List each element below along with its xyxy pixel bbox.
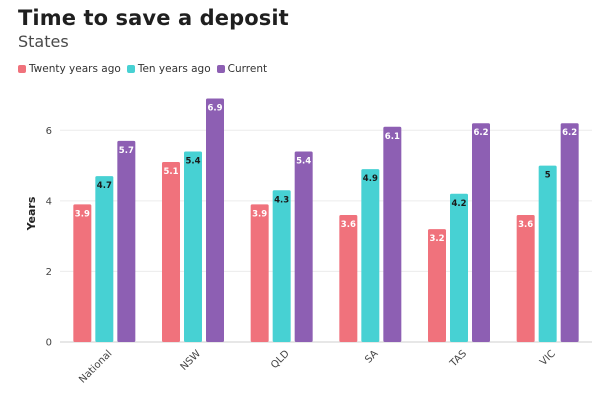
legend-swatch-ten-years-ago (126, 65, 135, 73)
bar-ten-years-ago-qld[interactable] (272, 190, 291, 342)
y-tick-label: 0 (46, 338, 52, 349)
y-tick-label: 2 (46, 267, 52, 278)
bar-twenty-years-ago-tas[interactable] (428, 229, 446, 342)
data-label: 4.3 (274, 195, 289, 205)
bar-current-national[interactable] (117, 140, 136, 342)
data-label: 3.6 (518, 220, 533, 230)
bar-current-qld[interactable] (294, 151, 313, 342)
data-label: 3.9 (252, 209, 267, 219)
legend: Twenty years ago Ten years ago Current (18, 63, 273, 75)
legend-label: Current (227, 63, 268, 75)
legend-item-twenty-years-ago[interactable]: Twenty years ago (18, 63, 121, 75)
bar-ten-years-ago-vic[interactable] (538, 165, 557, 342)
data-label: 5.4 (185, 156, 200, 166)
legend-item-current[interactable]: Current (216, 63, 268, 75)
data-label: 4.2 (451, 199, 466, 209)
data-label: 5.4 (296, 156, 311, 166)
bar-twenty-years-ago-vic[interactable] (516, 214, 535, 342)
data-label: 4.7 (97, 181, 112, 191)
bar-twenty-years-ago-qld[interactable] (250, 204, 269, 342)
bar-current-tas[interactable] (472, 123, 490, 342)
data-label: 6.9 (207, 104, 222, 114)
x-tick-label: NSW (179, 348, 204, 373)
x-tick-label: VIC (538, 348, 558, 368)
x-tick-label: TAS (448, 348, 470, 370)
y-axis-label: Years (25, 196, 38, 231)
legend-swatch-current (216, 65, 225, 73)
x-tick-label: QLD (269, 348, 292, 371)
data-label: 4.9 (363, 174, 378, 184)
data-label: 3.6 (341, 220, 356, 230)
legend-swatch-twenty-years-ago (18, 65, 26, 73)
x-tick-label: SA (363, 348, 380, 365)
data-label: 5.7 (119, 146, 134, 156)
data-label: 6.1 (385, 132, 400, 142)
bar-ten-years-ago-sa[interactable] (361, 169, 380, 342)
chart-title: Time to save a deposit (18, 6, 289, 30)
data-label: 6.2 (562, 128, 577, 138)
data-label: 3.2 (429, 234, 444, 244)
data-label: 5 (545, 171, 551, 181)
chart-subtitle: States (18, 32, 69, 51)
y-tick-label: 6 (46, 126, 52, 137)
bar-ten-years-ago-national[interactable] (95, 176, 114, 342)
bar-ten-years-ago-nsw[interactable] (184, 151, 202, 342)
bar-ten-years-ago-tas[interactable] (450, 193, 468, 342)
bar-current-vic[interactable] (560, 123, 579, 342)
legend-label: Ten years ago (137, 63, 211, 75)
bar-twenty-years-ago-sa[interactable] (339, 214, 358, 342)
data-label: 6.2 (473, 128, 488, 138)
bar-twenty-years-ago-national[interactable] (73, 204, 92, 342)
data-label: 5.1 (163, 167, 178, 177)
bar-twenty-years-ago-nsw[interactable] (162, 162, 180, 342)
x-tick-label: National (77, 348, 114, 385)
data-label: 3.9 (75, 209, 90, 219)
legend-item-ten-years-ago[interactable]: Ten years ago (126, 63, 211, 75)
bar-current-sa[interactable] (383, 126, 402, 342)
bar-current-nsw[interactable] (206, 98, 224, 343)
y-tick-label: 4 (46, 196, 52, 207)
legend-label: Twenty years ago (29, 63, 121, 75)
